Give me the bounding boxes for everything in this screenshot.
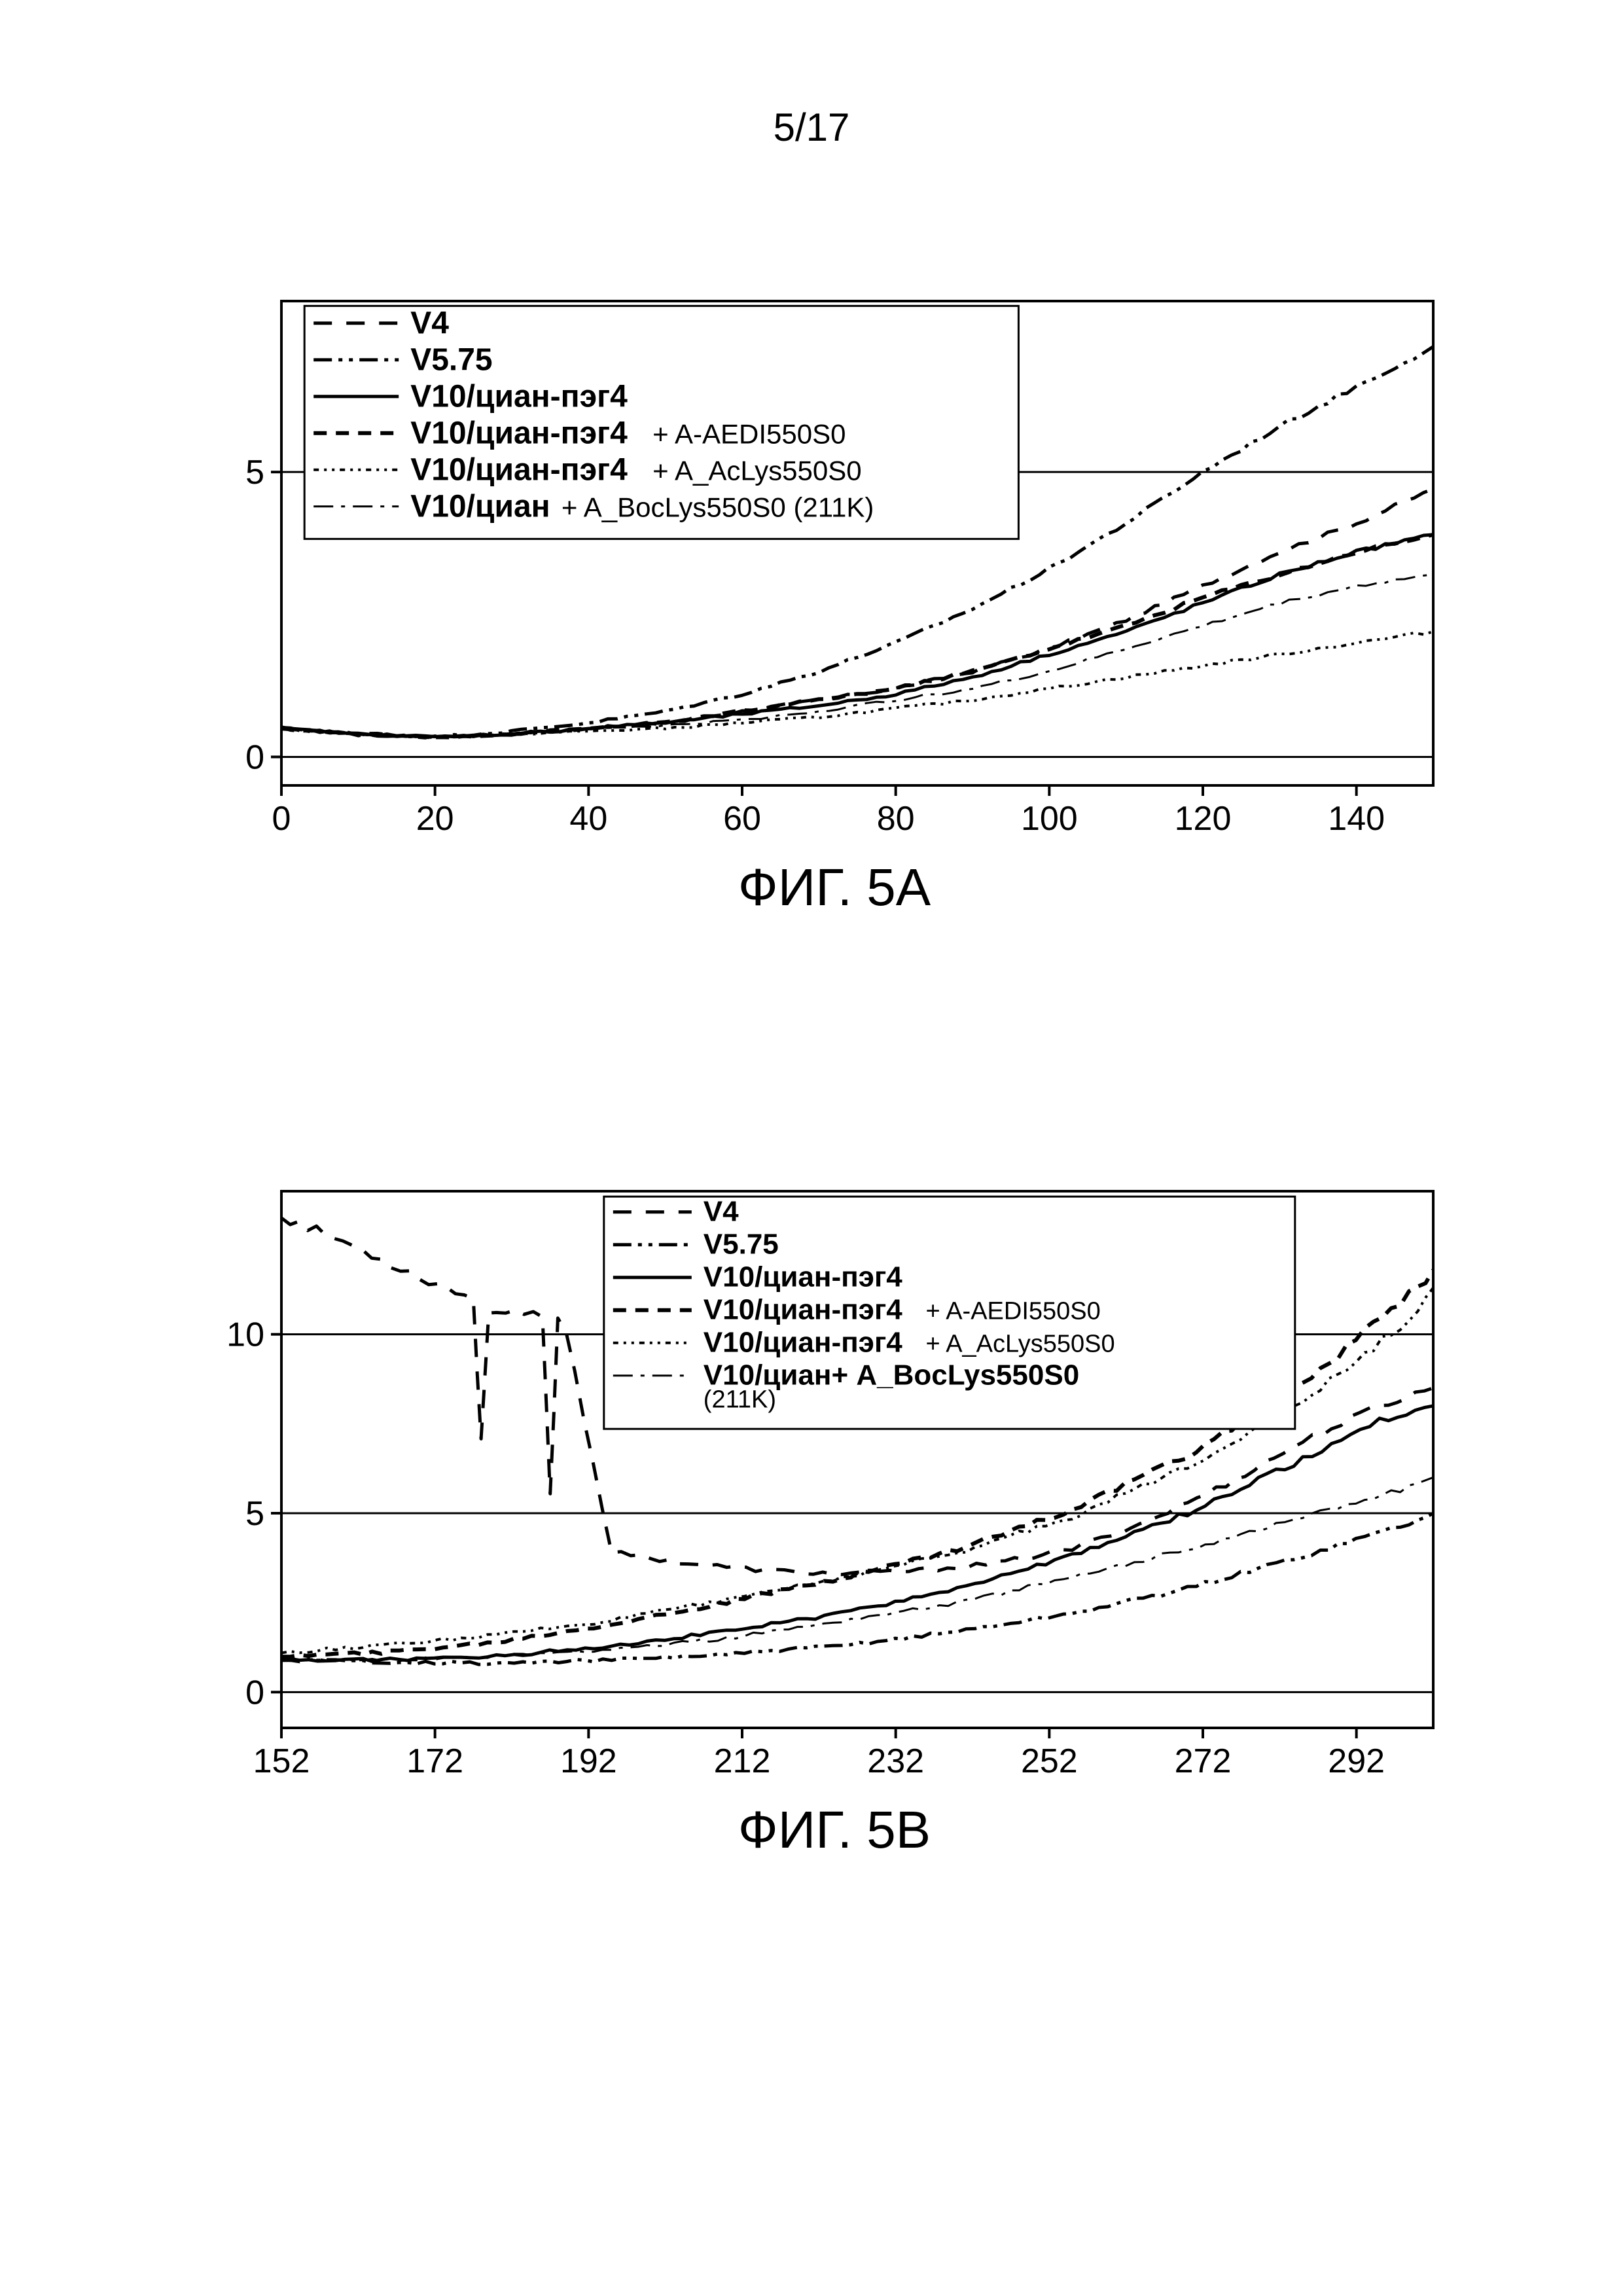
svg-text:V10/циан-пэг4: V10/циан-пэг4: [704, 1261, 903, 1293]
svg-text:V10/циан: V10/циан: [410, 489, 550, 524]
svg-text:0: 0: [245, 1674, 264, 1712]
svg-text:5: 5: [245, 1495, 264, 1533]
svg-text:+ A-AEDI550S0: + A-AEDI550S0: [652, 418, 846, 449]
page: 5/17 05020406080100120140V4V5.75V10/циан…: [0, 0, 1623, 2296]
svg-text:172: 172: [406, 1742, 463, 1780]
svg-text:V10/циан-пэг4: V10/циан-пэг4: [410, 452, 628, 487]
chart-5b: 0510152172192212232252272292V4V5.75V10/ц…: [223, 1178, 1446, 1787]
svg-text:80: 80: [877, 800, 915, 838]
svg-text:+ A_BocLys550S0 (211K): + A_BocLys550S0 (211K): [562, 492, 874, 522]
svg-text:V4: V4: [704, 1196, 739, 1228]
figure-5a-caption: ФИГ. 5A: [223, 857, 1446, 918]
svg-text:120: 120: [1175, 800, 1232, 838]
svg-text:(211K): (211K): [704, 1386, 776, 1414]
svg-text:212: 212: [714, 1742, 771, 1780]
svg-text:192: 192: [560, 1742, 617, 1780]
svg-text:V10/циан-пэг4: V10/циан-пэг4: [704, 1294, 903, 1326]
svg-text:V5.75: V5.75: [410, 342, 492, 377]
figure-5b-caption: ФИГ. 5B: [223, 1800, 1446, 1860]
svg-text:40: 40: [569, 800, 607, 838]
svg-text:V10/циан-пэг4: V10/циан-пэг4: [410, 416, 628, 450]
svg-text:100: 100: [1021, 800, 1078, 838]
page-number: 5/17: [0, 105, 1623, 150]
svg-text:5: 5: [245, 454, 264, 492]
svg-text:0: 0: [245, 738, 264, 776]
svg-text:+ A_AcLys550S0: + A_AcLys550S0: [652, 455, 862, 486]
svg-text:V5.75: V5.75: [704, 1229, 779, 1261]
svg-text:+ A-AEDI550S0: + A-AEDI550S0: [926, 1298, 1101, 1325]
svg-text:10: 10: [226, 1316, 264, 1354]
svg-text:60: 60: [723, 800, 761, 838]
svg-text:+ A_AcLys550S0: + A_AcLys550S0: [926, 1331, 1115, 1358]
svg-text:V4: V4: [410, 306, 449, 340]
chart-5a: 05020406080100120140V4V5.75V10/циан-пэг4…: [223, 288, 1446, 844]
svg-text:272: 272: [1175, 1742, 1232, 1780]
svg-text:20: 20: [416, 800, 454, 838]
svg-text:140: 140: [1328, 800, 1385, 838]
figure-5a: 05020406080100120140V4V5.75V10/циан-пэг4…: [223, 288, 1446, 918]
svg-text:V10/циан-пэг4: V10/циан-пэг4: [704, 1327, 903, 1359]
figure-5b: 0510152172192212232252272292V4V5.75V10/ц…: [223, 1178, 1446, 1860]
svg-text:232: 232: [867, 1742, 924, 1780]
svg-text:0: 0: [272, 800, 291, 838]
svg-text:V10/циан-пэг4: V10/циан-пэг4: [410, 379, 628, 414]
svg-text:152: 152: [253, 1742, 310, 1780]
svg-text:252: 252: [1021, 1742, 1078, 1780]
svg-text:292: 292: [1328, 1742, 1385, 1780]
